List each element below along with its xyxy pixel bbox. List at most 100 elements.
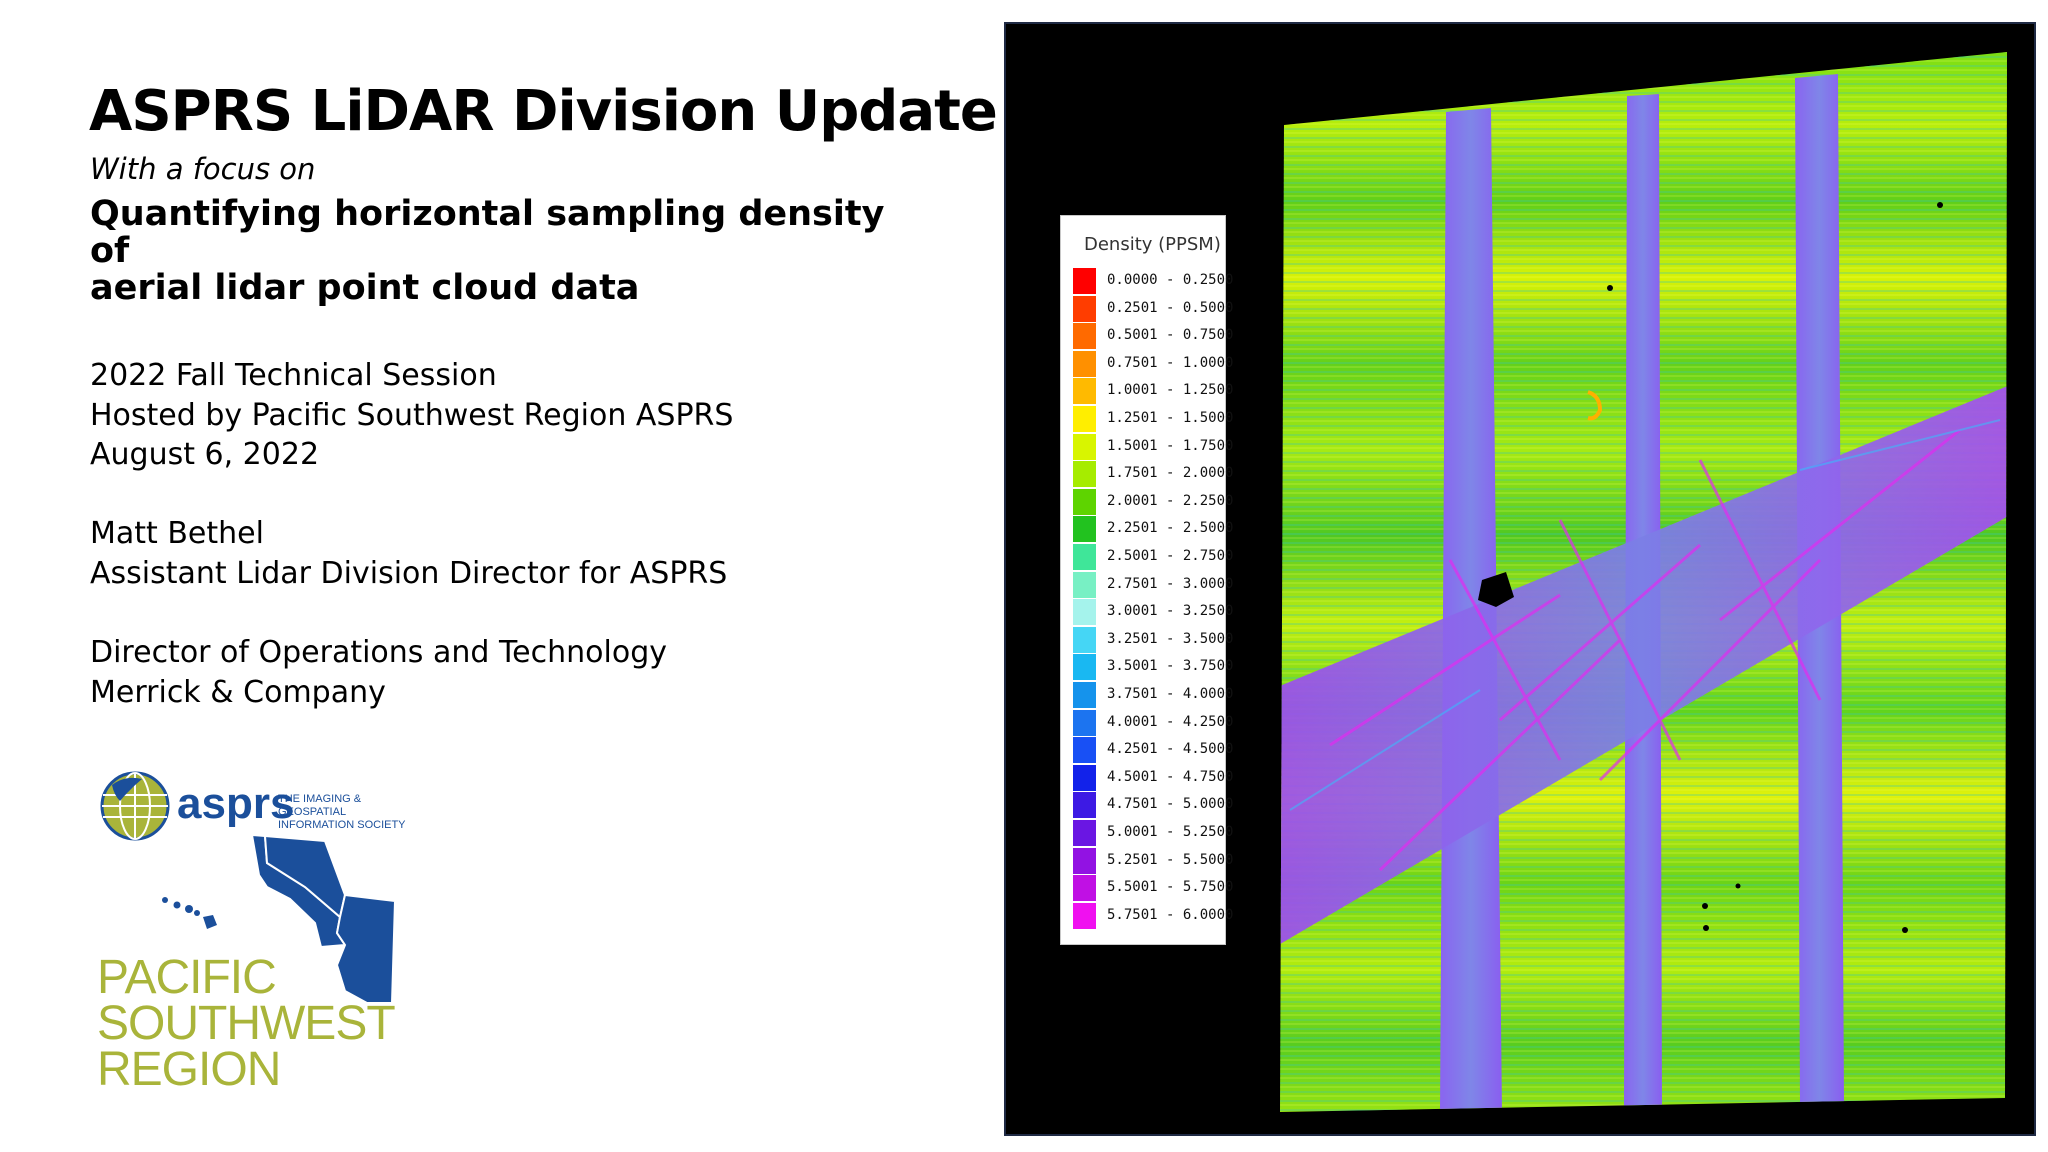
legend-entry: 0.0000 - 0.2500 [1073,267,1233,295]
region-name: PACIFIC SOUTHWEST REGION [97,951,396,1096]
legend-label: 2.0001 - 2.2500 [1107,492,1234,509]
legend-label: 4.0001 - 4.2500 [1107,713,1234,730]
slide-title: ASPRS LiDAR Division Update [89,79,998,144]
legend-entry: 5.7501 - 6.0000 [1073,902,1233,930]
legend-entry: 3.5001 - 3.7500 [1073,653,1233,681]
legend-entry: 4.7501 - 5.0000 [1073,791,1233,819]
legend-swatch [1073,902,1096,929]
legend-entry: 5.5001 - 5.7500 [1073,874,1233,902]
asprs-tagline: THE IMAGING & GEOSPATIAL INFORMATION SOC… [278,793,428,832]
legend-swatch [1073,792,1096,819]
slide-subtitle: Quantifying horizontal sampling density … [90,196,910,307]
legend-label: 2.2501 - 2.5000 [1107,520,1234,537]
tagline-line: INFORMATION SOCIETY [278,819,406,831]
subtitle-line: aerial lidar point cloud data [90,268,640,308]
legend-entry: 3.7501 - 4.0000 [1073,681,1233,709]
legend-entry: 0.2501 - 0.5000 [1073,295,1233,323]
asprs-psr-logo: asprs THE IMAGING & GEOSPATIAL INFORMATI… [95,765,435,1150]
slide-kicker: With a focus on [90,152,316,186]
legend-swatch [1073,764,1096,791]
legend-swatch [1073,875,1096,902]
legend-label: 4.7501 - 5.0000 [1107,796,1234,813]
legend-swatch [1073,406,1096,432]
legend-swatch [1073,820,1096,846]
legend-entry: 3.2501 - 3.5000 [1073,626,1233,654]
speaker-info: Matt Bethel Assistant Lidar Division Dir… [90,514,727,593]
legend-swatch [1073,626,1096,653]
density-legend: Density (PPSM) 0.0000 - 0.2500 0.2501 - 0… [1060,215,1233,945]
event-host: Hosted by Pacific Southwest Region ASPRS [90,397,734,433]
region-line: REGION [97,1043,281,1096]
legend-label: 0.7501 - 1.0000 [1107,354,1234,371]
region-line: PACIFIC [97,951,277,1004]
event-name: 2022 Fall Technical Session [90,358,497,393]
legend-entry: 4.2501 - 4.5000 [1073,736,1233,764]
legend-swatch [1073,323,1096,350]
legend-label: 4.5001 - 4.7500 [1107,768,1234,785]
affiliation-company: Merrick & Company [90,674,386,710]
legend-swatch [1073,268,1096,294]
legend-entry: 2.2501 - 2.5000 [1073,515,1233,543]
legend-label: 3.7501 - 4.0000 [1107,686,1234,702]
legend-label: 5.2501 - 5.5000 [1107,851,1234,868]
legend-label: 1.5001 - 1.7500 [1107,437,1234,454]
legend-swatch [1073,516,1096,543]
legend-label: 2.7501 - 3.0000 [1107,575,1234,592]
legend-label: 3.2501 - 3.5000 [1107,630,1234,647]
legend-swatch [1073,488,1096,515]
legend-swatch [1073,295,1096,322]
legend-swatch [1073,350,1096,377]
legend-label: 5.0001 - 5.2500 [1107,824,1234,840]
speaker-role: Assistant Lidar Division Director for AS… [90,555,728,591]
tagline-line: THE IMAGING & GEOSPATIAL [278,793,362,818]
legend-label: 0.0000 - 0.2500 [1107,272,1234,288]
affiliation-info: Director of Operations and Technology Me… [90,633,667,712]
legend-entry: 0.5001 - 0.7500 [1073,322,1233,350]
legend-swatch [1073,599,1096,626]
speaker-name: Matt Bethel [90,516,264,551]
legend-swatch [1073,433,1096,460]
event-info: 2022 Fall Technical Session Hosted by Pa… [90,356,733,475]
event-date: August 6, 2022 [90,437,320,472]
legend-swatch [1073,461,1096,488]
legend-entry: 4.5001 - 4.7500 [1073,764,1233,792]
legend-entry: 5.0001 - 5.2500 [1073,819,1233,847]
legend-label: 3.5001 - 3.7500 [1107,658,1234,675]
legend-entry: 2.7501 - 3.0000 [1073,571,1233,599]
globe-icon [100,771,170,841]
legend-entry: 0.7501 - 1.0000 [1073,350,1233,378]
legend-entry: 1.5001 - 1.7500 [1073,433,1233,461]
subtitle-line: Quantifying horizontal sampling density … [90,194,885,271]
legend-entry: 4.0001 - 4.2500 [1073,709,1233,737]
legend-label: 2.5001 - 2.7500 [1107,548,1234,564]
asprs-wordmark: asprs [177,779,295,828]
legend-label: 3.0001 - 3.2500 [1107,603,1234,620]
legend-entry: 1.7501 - 2.0000 [1073,460,1233,488]
legend-label: 4.2501 - 4.5000 [1107,741,1234,758]
legend-swatch [1073,378,1096,405]
legend-entry: 2.0001 - 2.2500 [1073,488,1233,516]
legend-entry: 3.0001 - 3.2500 [1073,598,1233,626]
legend-entry: 2.5001 - 2.7500 [1073,543,1233,571]
legend-entry: 1.0001 - 1.2500 [1073,377,1233,405]
legend-swatch [1073,544,1096,570]
legend-swatch [1073,709,1096,736]
legend-entry: 5.2501 - 5.5000 [1073,847,1233,875]
legend-swatch [1073,847,1096,874]
legend-swatch [1073,737,1096,764]
legend-title: Density (PPSM) [1084,234,1221,255]
legend-swatch [1073,654,1096,681]
legend-swatch [1073,682,1096,708]
legend-label: 5.7501 - 6.0000 [1107,906,1234,923]
legend-swatch [1073,571,1096,598]
legend-label: 1.7501 - 2.0000 [1107,465,1234,482]
legend-label: 1.2501 - 1.5000 [1107,410,1234,426]
affiliation-title: Director of Operations and Technology [90,635,667,670]
southwest-states-map [162,835,397,1004]
legend-entry: 1.2501 - 1.5000 [1073,405,1233,433]
region-line: SOUTHWEST [97,997,396,1050]
legend-label: 1.0001 - 1.2500 [1107,382,1234,399]
legend-label: 5.5001 - 5.7500 [1107,879,1234,896]
legend-label: 0.2501 - 0.5000 [1107,299,1234,316]
legend-label: 0.5001 - 0.7500 [1107,327,1234,344]
